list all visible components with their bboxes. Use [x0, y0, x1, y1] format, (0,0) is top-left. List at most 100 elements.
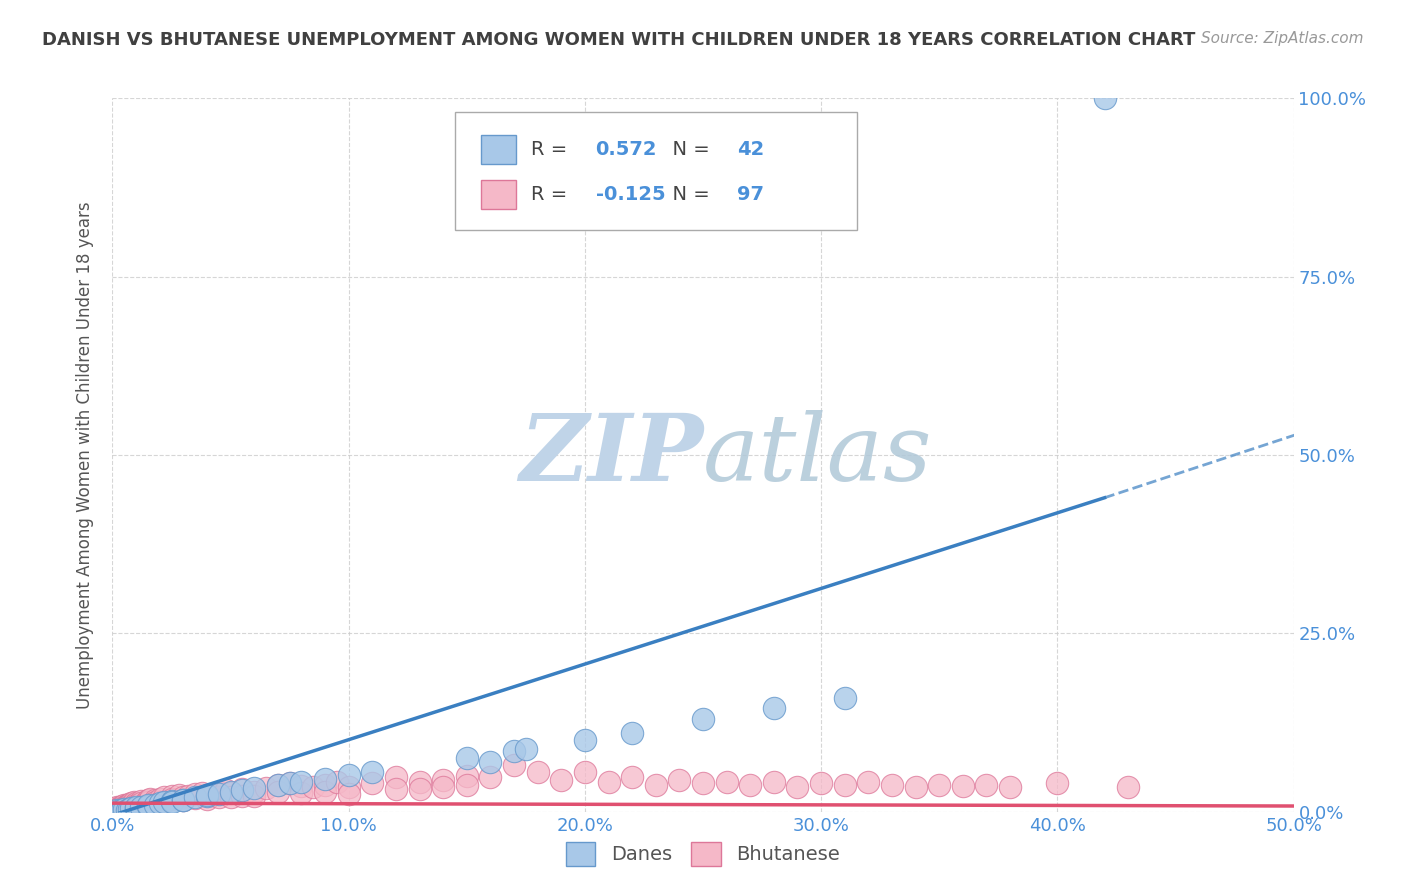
Point — [231, 783, 253, 797]
Point — [160, 794, 183, 808]
Point — [108, 799, 131, 814]
Text: 0.572: 0.572 — [596, 140, 657, 159]
Point — [456, 751, 478, 765]
Text: N =: N = — [661, 140, 717, 159]
Text: Source: ZipAtlas.com: Source: ZipAtlas.com — [1201, 31, 1364, 46]
Point — [337, 787, 360, 801]
Point — [762, 701, 785, 715]
Point — [740, 778, 762, 792]
Point — [125, 800, 148, 814]
Point — [278, 776, 301, 790]
Point — [136, 799, 159, 814]
Point — [290, 774, 312, 789]
Point — [125, 796, 148, 810]
Point — [120, 796, 142, 810]
Point — [177, 789, 200, 803]
Point — [668, 772, 690, 787]
Point — [135, 795, 157, 809]
Point — [120, 797, 142, 812]
Point — [361, 776, 384, 790]
Point — [1094, 91, 1116, 105]
Point — [201, 788, 224, 802]
Point — [112, 798, 135, 813]
Point — [337, 767, 360, 781]
Point — [243, 789, 266, 803]
Point — [153, 796, 176, 810]
Point — [125, 797, 148, 812]
Point — [120, 801, 142, 815]
Point — [118, 802, 141, 816]
Point — [326, 774, 349, 789]
Point — [149, 792, 172, 806]
Point — [136, 798, 159, 813]
Point — [104, 801, 127, 815]
Point — [184, 787, 207, 801]
Point — [385, 771, 408, 785]
Point — [129, 796, 152, 810]
Point — [479, 771, 502, 785]
Point — [880, 778, 903, 792]
Point — [184, 790, 207, 805]
Text: 42: 42 — [737, 140, 765, 159]
Point — [550, 772, 572, 787]
Point — [208, 790, 231, 805]
Point — [621, 771, 644, 785]
Point — [243, 785, 266, 799]
Text: R =: R = — [530, 140, 574, 159]
Point — [149, 795, 172, 809]
Point — [231, 781, 253, 796]
Point — [621, 726, 644, 740]
Point — [195, 789, 218, 803]
Point — [810, 776, 832, 790]
FancyBboxPatch shape — [481, 180, 516, 209]
Point — [314, 785, 336, 799]
Point — [278, 776, 301, 790]
Point — [1116, 780, 1139, 794]
Point — [290, 779, 312, 793]
Point — [172, 790, 194, 805]
Text: ZIP: ZIP — [519, 410, 703, 500]
Point — [112, 802, 135, 816]
Point — [408, 781, 430, 796]
Point — [108, 803, 131, 817]
Point — [160, 792, 183, 806]
Point — [243, 781, 266, 796]
Point — [385, 781, 408, 796]
Point — [215, 783, 238, 797]
Point — [692, 712, 714, 726]
Point — [456, 778, 478, 792]
Point — [432, 780, 454, 794]
Point — [153, 790, 176, 805]
Point — [858, 774, 880, 789]
FancyBboxPatch shape — [481, 136, 516, 164]
Text: 97: 97 — [737, 185, 765, 204]
Point — [219, 790, 242, 805]
Point — [108, 801, 131, 815]
Text: DANISH VS BHUTANESE UNEMPLOYMENT AMONG WOMEN WITH CHILDREN UNDER 18 YEARS CORREL: DANISH VS BHUTANESE UNEMPLOYMENT AMONG W… — [42, 31, 1195, 49]
Point — [149, 796, 172, 810]
Point — [219, 786, 242, 800]
Point — [598, 774, 620, 789]
Point — [834, 778, 856, 792]
Point — [408, 774, 430, 789]
Point — [111, 800, 134, 814]
Point — [172, 792, 194, 806]
Point — [716, 774, 738, 789]
Point — [160, 789, 183, 803]
Point — [139, 792, 162, 806]
Point — [998, 780, 1021, 794]
Point — [574, 733, 596, 747]
Point — [143, 796, 166, 810]
Point — [195, 789, 218, 803]
Point — [118, 798, 141, 813]
Point — [136, 796, 159, 810]
Legend: Danes, Bhutanese: Danes, Bhutanese — [558, 834, 848, 873]
Point — [184, 791, 207, 805]
Point — [952, 779, 974, 793]
Text: atlas: atlas — [703, 410, 932, 500]
Point — [167, 788, 190, 802]
Point — [111, 803, 134, 817]
Point — [834, 690, 856, 705]
FancyBboxPatch shape — [456, 112, 856, 230]
Text: R =: R = — [530, 185, 574, 204]
